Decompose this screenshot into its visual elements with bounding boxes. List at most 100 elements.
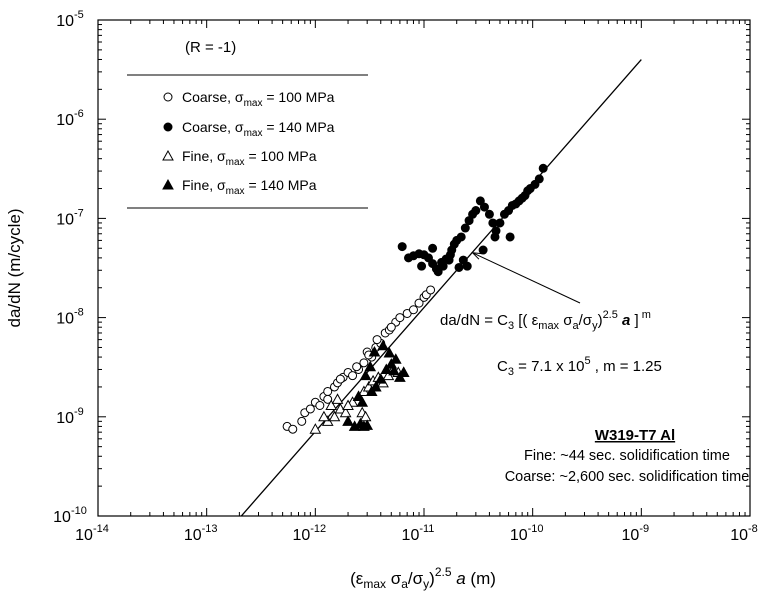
annotation-arrow: [471, 252, 581, 304]
legend-entry-0: Coarse, σmax = 100 MPa: [182, 89, 335, 109]
axis-tick-labels: 10-14 10-13 10-12 10-11 10-10 10-9 10-8 10-10 10…: [53, 9, 758, 544]
data-point-series-0: [315, 400, 325, 410]
data-point-series-1: [447, 245, 457, 255]
data-point-series-3: [352, 390, 365, 402]
data-point-series-1: [505, 232, 515, 242]
x-tick-label: 10-10: [510, 523, 544, 544]
y-tick-label: 10-8: [56, 307, 84, 328]
data-point-series-1: [454, 262, 464, 272]
data-point-series-3: [380, 363, 393, 374]
data-point-series-1: [456, 232, 466, 242]
data-point-series-3: [359, 369, 372, 381]
data-point-series-0: [323, 394, 333, 404]
legend-title: (R = -1): [185, 39, 236, 56]
data-point-series-1: [479, 202, 489, 212]
data-point-series-3: [364, 360, 377, 372]
data-point-series-3: [361, 419, 374, 430]
legend-markers: [162, 92, 174, 190]
data-point-series-0: [352, 362, 362, 372]
legend: (R = -1) Coarse, σmax = 100 MPa Coarse, …: [127, 39, 368, 209]
data-point-series-1: [490, 232, 500, 242]
y-tick-label: 10-6: [56, 108, 84, 129]
data-point-series-0: [348, 371, 358, 381]
data-point-series-3: [369, 380, 382, 392]
material-line-1: Fine: ~44 sec. solidification time: [524, 448, 730, 464]
data-point-series-3: [368, 345, 381, 357]
legend-entry-2: Fine, σmax = 100 MPa: [182, 148, 317, 168]
y-tick-label: 10-7: [56, 207, 84, 228]
data-point-series-1: [538, 163, 548, 173]
data-point-series-2: [331, 393, 344, 404]
data-point-series-1: [458, 255, 468, 265]
data-point-series-0: [372, 335, 382, 345]
data-point-series-1: [433, 267, 443, 277]
data-point-series-0: [426, 285, 436, 295]
data-point-series-3: [397, 366, 410, 377]
data-point-series-1: [484, 209, 494, 219]
fit-line: [240, 59, 642, 516]
x-tick-label: 10-12: [292, 523, 326, 544]
fit-line-group: [240, 59, 642, 516]
legend-marker-2: [162, 149, 174, 161]
data-point-series-0: [414, 298, 424, 308]
data-point-series-1: [478, 245, 488, 255]
data-point-series-3: [389, 353, 402, 364]
data-point-series-0: [395, 313, 405, 323]
material-title: W319-T7 Al: [595, 427, 675, 444]
y-tick-label: 10-10: [53, 505, 87, 526]
data-point-series-3: [383, 346, 396, 358]
x-tick-label: 10-14: [75, 523, 109, 544]
data-point-series-1: [471, 206, 481, 216]
data-point-series-0: [386, 322, 396, 332]
data-point-series-1: [460, 223, 470, 233]
data-point-series-1: [397, 242, 407, 252]
data-point-series-0: [408, 305, 418, 315]
y-tick-label: 10-9: [56, 406, 84, 427]
data-point-series-1: [428, 243, 438, 253]
data-point-series-2: [309, 423, 322, 434]
x-tick-label: 10-9: [622, 523, 650, 544]
material-line-2: Coarse: ~2,600 sec. solidification time: [505, 469, 750, 485]
data-point-series-2: [334, 402, 347, 414]
data-point-series-1: [444, 255, 454, 265]
arrow-shaft: [472, 252, 581, 304]
data-point-series-3: [374, 373, 387, 384]
data-point-series-1: [475, 196, 485, 206]
data-point-series-0: [297, 416, 307, 426]
legend-entry-3: Fine, σmax = 140 MPa: [182, 177, 317, 197]
data-point-series-2: [339, 406, 352, 418]
legend-marker-0: [163, 92, 173, 102]
data-point-series-3: [356, 396, 369, 407]
data-point-series-3: [388, 364, 400, 376]
legend-entry-1: Coarse, σmax = 140 MPa: [182, 119, 335, 139]
x-tick-label: 10-13: [184, 523, 218, 544]
data-points: [282, 163, 548, 434]
data-point-series-1: [534, 174, 544, 184]
data-point-series-2: [359, 410, 372, 422]
arrow-head: [471, 252, 482, 260]
axis-ticks: [97, 19, 751, 517]
y-tick-label: 10-5: [56, 9, 84, 30]
x-tick-label: 10-11: [402, 523, 435, 544]
data-point-series-1: [438, 261, 448, 271]
y-axis-label: da/dN (m/cycle): [5, 208, 24, 327]
data-point-series-0: [288, 424, 298, 434]
legend-marker-3: [162, 178, 174, 190]
data-point-series-2: [325, 399, 338, 410]
fit-equation: da/dN = C3 [( εmax σa/σy)2.5 a ] m: [440, 309, 651, 332]
data-point-series-0: [335, 374, 345, 384]
data-point-series-3: [342, 415, 354, 426]
data-point-series-3: [377, 339, 389, 351]
data-point-series-0: [305, 404, 315, 414]
data-point-series-1: [417, 261, 427, 271]
fit-constants: C3 = 7.1 x 105 , m = 1.25: [497, 355, 662, 378]
x-tick-label: 10-8: [730, 523, 758, 544]
data-point-series-0: [359, 358, 369, 368]
legend-marker-1: [163, 122, 173, 132]
data-point-series-2: [342, 399, 354, 410]
data-point-series-2: [328, 410, 341, 422]
data-point-series-2: [318, 410, 330, 422]
x-axis-label: (εmax σa/σy)2.5 a (m): [350, 565, 496, 591]
data-point-series-1: [495, 218, 505, 228]
